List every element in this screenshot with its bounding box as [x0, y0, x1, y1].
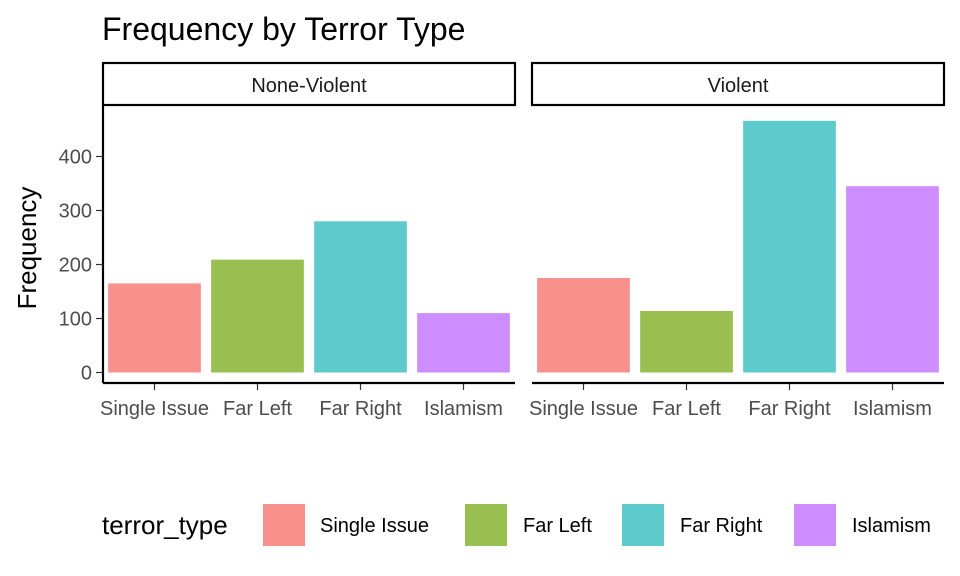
x-tick-label: Far Right — [319, 398, 402, 420]
x-tick-label: Islamism — [853, 398, 932, 420]
y-axis-title: Frequency — [12, 187, 42, 310]
legend-label: Islamism — [852, 515, 931, 537]
facet-strip — [530, 61, 946, 107]
x-tick-label: Single Issue — [529, 398, 638, 420]
bar — [211, 259, 304, 373]
x-tick-label: Far Left — [223, 398, 292, 420]
bar — [537, 278, 630, 373]
bar — [846, 186, 939, 373]
bar — [417, 313, 510, 373]
legend-key — [622, 504, 664, 546]
legend-label: Far Left — [523, 515, 592, 537]
x-tick-label: Single Issue — [100, 398, 209, 420]
plot-layer: None-Violent Single Issue Far Left Far Righ… — [59, 61, 946, 546]
y-tick-label: 100 — [59, 309, 92, 331]
bar — [108, 283, 201, 373]
facet-strip-label: Violent — [708, 75, 769, 97]
chart-title: Frequency by Terror Type — [102, 11, 465, 47]
y-tick-label: 400 — [59, 147, 92, 169]
bar — [640, 310, 733, 373]
legend-label: Single Issue — [320, 515, 429, 537]
legend-label: Far Right — [680, 515, 763, 537]
y-tick-label: 0 — [81, 363, 92, 385]
legend-key — [794, 504, 836, 546]
facet-strip — [101, 61, 517, 107]
x-tick-label: Islamism — [424, 398, 503, 420]
x-tick-label: Far Left — [652, 398, 721, 420]
y-tick-label: 300 — [59, 201, 92, 223]
legend-title: terror_type — [102, 510, 228, 540]
legend-key — [263, 504, 305, 546]
legend-key — [465, 504, 507, 546]
bar — [314, 221, 407, 373]
x-tick-label: Far Right — [748, 398, 831, 420]
facet-strip-label: None-Violent — [251, 75, 367, 97]
bar — [743, 120, 836, 373]
y-tick-label: 200 — [59, 255, 92, 277]
